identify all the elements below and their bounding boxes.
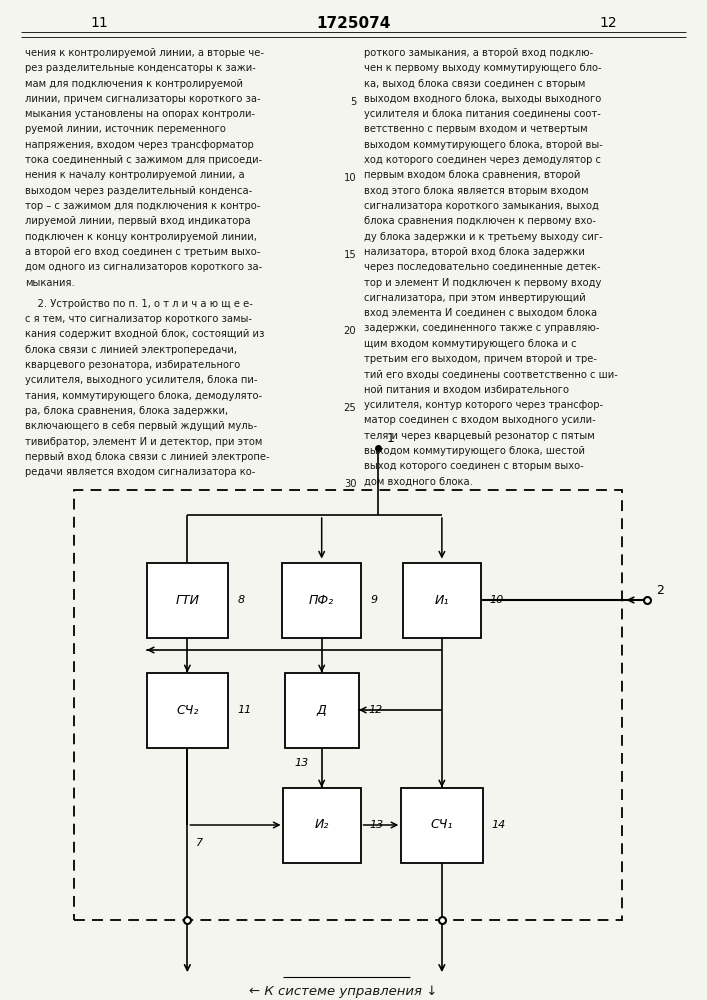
Text: выходом через разделительный конденса-: выходом через разделительный конденса- (25, 186, 252, 196)
Text: тивибратор, элемент И и детектор, при этом: тивибратор, элемент И и детектор, при эт… (25, 437, 262, 447)
Text: ← К системе управления ↓: ← К системе управления ↓ (249, 985, 437, 998)
Text: усилителя, выходного усилителя, блока пи-: усилителя, выходного усилителя, блока пи… (25, 375, 257, 385)
Text: 8: 8 (238, 595, 245, 605)
Text: нализатора, второй вход блока задержки: нализатора, второй вход блока задержки (364, 247, 585, 257)
Text: 15: 15 (344, 250, 356, 260)
Text: первым входом блока сравнения, второй: первым входом блока сравнения, второй (364, 170, 580, 180)
Text: с я тем, что сигнализатор короткого замы-: с я тем, что сигнализатор короткого замы… (25, 314, 252, 324)
Text: СЧ₂: СЧ₂ (176, 704, 199, 716)
Text: а второй его вход соединен с третьим выхо-: а второй его вход соединен с третьим вых… (25, 247, 260, 257)
Text: лируемой линии, первый вход индикатора: лируемой линии, первый вход индикатора (25, 216, 250, 226)
Text: блока сравнения подключен к первому вхо-: блока сравнения подключен к первому вхо- (364, 216, 596, 226)
Text: 30: 30 (344, 479, 356, 489)
Text: сигнализатора, при этом инвертирующий: сигнализатора, при этом инвертирующий (364, 293, 586, 303)
FancyBboxPatch shape (147, 562, 228, 638)
Text: блока связи с линией электропередачи,: блока связи с линией электропередачи, (25, 345, 237, 355)
Text: 13: 13 (370, 820, 384, 830)
Text: дом одного из сигнализаторов короткого за-: дом одного из сигнализаторов короткого з… (25, 262, 262, 272)
Text: 2: 2 (656, 584, 664, 597)
Text: включающего в себя первый ждущий муль-: включающего в себя первый ждущий муль- (25, 421, 257, 431)
Text: кания содержит входной блок, состоящий из: кания содержит входной блок, состоящий и… (25, 329, 264, 339)
Text: 14: 14 (492, 820, 506, 830)
Text: 12: 12 (600, 16, 617, 30)
Text: 7: 7 (196, 838, 203, 848)
Text: мыкания установлены на опорах контроли-: мыкания установлены на опорах контроли- (25, 109, 255, 119)
Text: СЧ₁: СЧ₁ (431, 818, 453, 832)
Text: первый вход блока связи с линией электропе-: первый вход блока связи с линией электро… (25, 452, 269, 462)
Text: тор и элемент И подключен к первому входу: тор и элемент И подключен к первому вход… (364, 278, 602, 288)
FancyBboxPatch shape (402, 788, 482, 862)
Text: выходом входного блока, выходы выходного: выходом входного блока, выходы выходного (364, 94, 602, 104)
FancyBboxPatch shape (284, 672, 359, 748)
Text: задержки, соединенного также с управляю-: задержки, соединенного также с управляю- (364, 323, 600, 333)
FancyBboxPatch shape (282, 562, 361, 638)
Text: сигнализатора короткого замыкания, выход: сигнализатора короткого замыкания, выход (364, 201, 599, 211)
Text: теля и через кварцевый резонатор с пятым: теля и через кварцевый резонатор с пятым (364, 431, 595, 441)
Text: дом входного блока.: дом входного блока. (364, 476, 473, 486)
Text: 20: 20 (344, 326, 356, 336)
FancyBboxPatch shape (403, 562, 481, 638)
Text: чен к первому выходу коммутирующего бло-: чен к первому выходу коммутирующего бло- (364, 63, 602, 73)
Text: 12: 12 (368, 705, 382, 715)
Text: кварцевого резонатора, избирательного: кварцевого резонатора, избирательного (25, 360, 240, 370)
Text: тор – с зажимом для подключения к контро-: тор – с зажимом для подключения к контро… (25, 201, 260, 211)
Text: 9: 9 (370, 595, 378, 605)
Text: 25: 25 (344, 403, 356, 413)
Text: рез разделительные конденсаторы к зажи-: рез разделительные конденсаторы к зажи- (25, 63, 256, 73)
Text: линии, причем сигнализаторы короткого за-: линии, причем сигнализаторы короткого за… (25, 94, 260, 104)
Text: выход которого соединен с вторым выхо-: выход которого соединен с вторым выхо- (364, 461, 584, 471)
Text: ка, выход блока связи соединен с вторым: ка, выход блока связи соединен с вторым (364, 79, 585, 89)
Text: 11: 11 (90, 16, 108, 30)
Text: редачи является входом сигнализатора ко-: редачи является входом сигнализатора ко- (25, 467, 255, 477)
Text: ход которого соединен через демодулятор с: ход которого соединен через демодулятор … (364, 155, 601, 165)
Text: 5: 5 (350, 97, 356, 107)
Text: мыкания.: мыкания. (25, 278, 74, 288)
Text: И₁: И₁ (435, 593, 449, 606)
Text: 1725074: 1725074 (316, 15, 391, 30)
FancyBboxPatch shape (283, 788, 361, 862)
Text: ветственно с первым входом и четвертым: ветственно с первым входом и четвертым (364, 124, 588, 134)
Text: 1: 1 (387, 432, 395, 445)
Text: выходом коммутирующего блока, второй вы-: выходом коммутирующего блока, второй вы- (364, 140, 603, 150)
Text: матор соединен с входом выходного усили-: матор соединен с входом выходного усили- (364, 415, 596, 425)
Text: тока соединенный с зажимом для присоеди-: тока соединенный с зажимом для присоеди- (25, 155, 262, 165)
Text: руемой линии, источник переменного: руемой линии, источник переменного (25, 124, 226, 134)
Text: 10: 10 (490, 595, 504, 605)
Text: роткого замыкания, а второй вход подклю-: роткого замыкания, а второй вход подклю- (364, 48, 593, 58)
Text: ГТИ: ГТИ (175, 593, 199, 606)
Text: тий его входы соединены соответственно с ши-: тий его входы соединены соответственно с… (364, 369, 618, 379)
Text: щим входом коммутирующего блока и с: щим входом коммутирующего блока и с (364, 339, 577, 349)
Text: чения к контролируемой линии, а вторые че-: чения к контролируемой линии, а вторые ч… (25, 48, 264, 58)
Text: 2. Устройство по п. 1, о т л и ч а ю щ е е-: 2. Устройство по п. 1, о т л и ч а ю щ е… (25, 299, 252, 309)
Text: напряжения, входом через трансформатор: напряжения, входом через трансформатор (25, 140, 254, 150)
Text: 10: 10 (344, 173, 356, 183)
Text: ра, блока сравнения, блока задержки,: ра, блока сравнения, блока задержки, (25, 406, 228, 416)
Text: подключен к концу контролируемой линии,: подключен к концу контролируемой линии, (25, 232, 257, 242)
Text: нения к началу контролируемой линии, а: нения к началу контролируемой линии, а (25, 170, 245, 180)
Text: 11: 11 (238, 705, 252, 715)
Text: Д: Д (317, 704, 327, 716)
Text: ду блока задержки и к третьему выходу сиг-: ду блока задержки и к третьему выходу си… (364, 232, 603, 242)
Text: через последовательно соединенные детек-: через последовательно соединенные детек- (364, 262, 601, 272)
Text: ной питания и входом избирательного: ной питания и входом избирательного (364, 385, 569, 395)
Text: вход элемента И соединен с выходом блока: вход элемента И соединен с выходом блока (364, 308, 597, 318)
Text: выходом коммутирующего блока, шестой: выходом коммутирующего блока, шестой (364, 446, 585, 456)
Text: И₂: И₂ (315, 818, 329, 832)
Text: мам для подключения к контролируемой: мам для подключения к контролируемой (25, 79, 243, 89)
Text: вход этого блока является вторым входом: вход этого блока является вторым входом (364, 186, 589, 196)
Text: усилителя, контур которого через трансфор-: усилителя, контур которого через трансфо… (364, 400, 603, 410)
Text: третьим его выходом, причем второй и тре-: третьим его выходом, причем второй и тре… (364, 354, 597, 364)
Text: ПФ₂: ПФ₂ (309, 593, 334, 606)
Text: усилителя и блока питания соединены соот-: усилителя и блока питания соединены соот… (364, 109, 601, 119)
Text: тания, коммутирующего блока, демодулято-: тания, коммутирующего блока, демодулято- (25, 391, 262, 401)
Text: 13: 13 (295, 758, 309, 768)
FancyBboxPatch shape (147, 672, 228, 748)
